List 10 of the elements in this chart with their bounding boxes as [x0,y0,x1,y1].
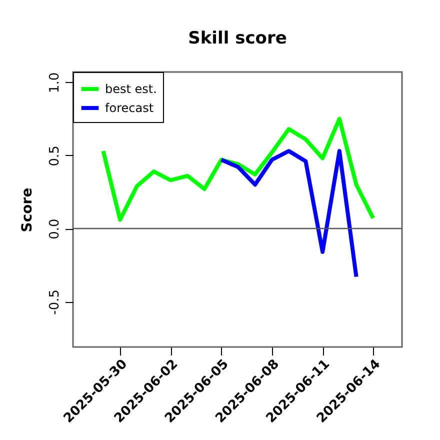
y-tick-label: 0.0 [48,218,62,240]
y-tick-label: 0.5 [48,146,62,166]
line-series [219,148,358,279]
y-tick-label: 1.0 [48,72,62,94]
y-tick-label: -0.5 [48,289,62,315]
chart-title: Skill score [188,28,287,48]
legend-label: forecast [105,101,154,115]
y-axis-title: Score [20,188,36,232]
line-series [101,116,376,222]
legend-label: best est. [105,82,157,96]
